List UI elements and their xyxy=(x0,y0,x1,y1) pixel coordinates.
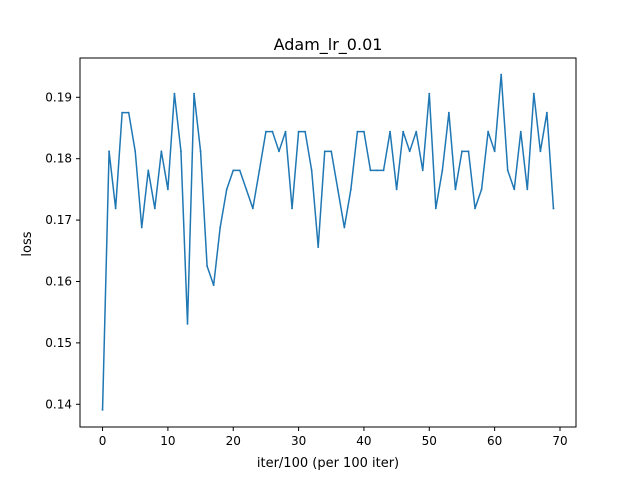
data-point xyxy=(160,150,163,153)
data-point xyxy=(448,111,450,114)
y-tick-label: 0.19 xyxy=(45,90,72,104)
x-tick-label: 10 xyxy=(160,434,175,448)
data-point xyxy=(408,150,411,153)
data-point xyxy=(500,73,503,76)
data-point xyxy=(493,150,496,153)
data-point xyxy=(127,111,130,114)
x-tick-label: 30 xyxy=(291,434,306,448)
data-point xyxy=(539,150,542,153)
data-point xyxy=(546,111,548,114)
data-point xyxy=(278,150,280,153)
data-point xyxy=(134,150,137,153)
data-point xyxy=(173,92,176,95)
data-point xyxy=(480,188,483,191)
x-tick-label: 70 xyxy=(552,434,567,448)
data-point xyxy=(251,207,254,210)
x-tick-label: 0 xyxy=(99,434,107,448)
series-line xyxy=(101,73,555,411)
y-tick-label: 0.17 xyxy=(45,213,72,227)
data-point xyxy=(291,207,293,210)
series-layer xyxy=(101,73,555,411)
data-point xyxy=(225,188,228,191)
x-tick-label: 60 xyxy=(487,434,502,448)
data-point xyxy=(140,226,143,229)
x-axis-ticks: 0 10 20 30 40 50 60 70 xyxy=(99,427,568,448)
data-point xyxy=(461,150,463,153)
data-point xyxy=(356,130,359,133)
plot-frame xyxy=(79,57,577,428)
data-point xyxy=(199,150,202,153)
data-point xyxy=(389,130,391,133)
data-point xyxy=(310,169,313,172)
y-tick-label: 0.18 xyxy=(45,152,72,166)
data-point xyxy=(376,169,378,172)
data-point xyxy=(304,130,307,133)
data-point xyxy=(323,150,326,153)
y-tick-label: 0.15 xyxy=(45,336,72,350)
data-point xyxy=(219,226,222,229)
data-point xyxy=(108,150,110,153)
data-point xyxy=(415,130,418,133)
data-point xyxy=(232,169,235,172)
data-point xyxy=(343,226,346,229)
data-point xyxy=(238,169,241,172)
data-point xyxy=(147,169,150,172)
y-axis-label: loss xyxy=(20,231,35,256)
data-point xyxy=(180,150,182,153)
data-point xyxy=(258,169,261,172)
data-point xyxy=(552,207,555,210)
data-point xyxy=(193,92,195,95)
data-point xyxy=(519,130,522,133)
y-axis-ticks: 0.14 0.15 0.16 0.17 0.18 0.19 xyxy=(45,90,80,411)
data-point xyxy=(271,130,274,133)
data-point xyxy=(369,169,372,172)
data-point xyxy=(336,188,339,191)
data-point xyxy=(395,188,398,191)
data-point xyxy=(487,130,490,133)
x-tick-label: 20 xyxy=(226,434,241,448)
data-point xyxy=(101,408,104,411)
data-point xyxy=(532,92,535,95)
data-point xyxy=(212,284,215,287)
data-point xyxy=(441,169,444,172)
chart-title: Adam_lr_0.01 xyxy=(274,35,383,55)
data-point xyxy=(114,207,117,210)
data-point xyxy=(402,130,405,133)
y-tick-label: 0.14 xyxy=(45,397,72,411)
data-point xyxy=(153,207,156,210)
data-point xyxy=(317,246,320,249)
data-point xyxy=(121,111,124,114)
data-point xyxy=(245,188,248,191)
x-tick-label: 50 xyxy=(422,434,437,448)
data-point xyxy=(382,169,385,172)
data-point xyxy=(467,150,470,153)
data-point xyxy=(428,92,431,95)
data-point xyxy=(434,207,437,210)
data-point xyxy=(474,207,476,210)
data-point xyxy=(349,188,352,191)
data-point xyxy=(421,169,424,172)
data-point xyxy=(206,265,209,268)
data-point xyxy=(526,188,529,191)
data-point xyxy=(186,322,189,325)
data-point xyxy=(297,130,300,133)
data-point xyxy=(513,188,516,191)
data-point xyxy=(166,188,169,191)
data-point xyxy=(454,188,457,191)
y-tick-label: 0.16 xyxy=(45,274,72,288)
data-point xyxy=(330,150,333,153)
data-point xyxy=(284,130,287,133)
data-point xyxy=(265,130,267,133)
x-tick-label: 40 xyxy=(356,434,371,448)
data-point xyxy=(363,130,365,133)
data-point xyxy=(506,169,509,172)
x-axis-label: iter/100 (per 100 iter) xyxy=(257,456,399,471)
